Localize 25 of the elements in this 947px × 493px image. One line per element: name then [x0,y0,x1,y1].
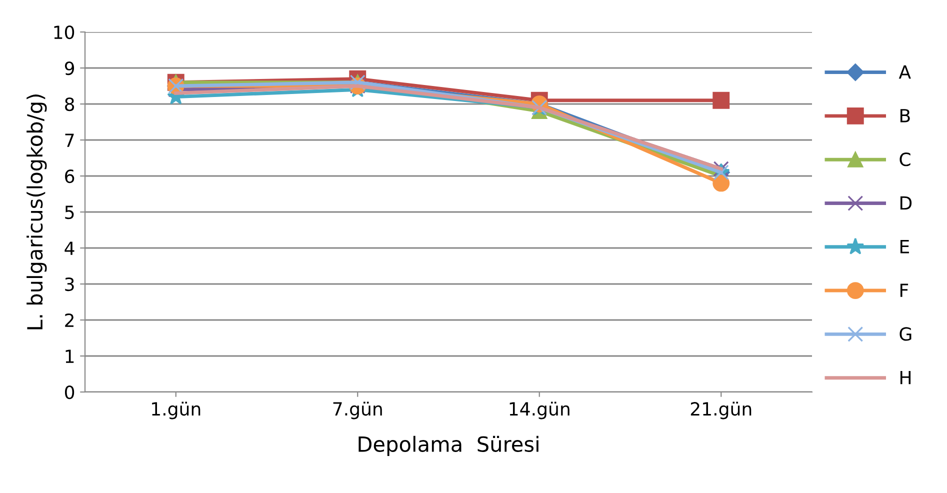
y-tick-label: 10 [54,25,74,40]
x-tick-label: 14.gün [510,402,570,420]
y-tick-label: 4 [64,242,74,255]
legend-label: H [900,371,911,384]
legend-label: F [900,284,908,297]
y-tick-label: 2 [65,313,74,327]
y-tick-label: 9 [64,61,74,76]
legend-label: A [898,65,911,79]
y-tick-label: 0 [64,385,74,400]
y-axis-title: L. bulgaricus(logkob/g) [26,94,47,330]
y-tick-label: 6 [65,169,74,184]
x-tick-label: 1.gün [152,402,200,420]
y-tick-label: 5 [65,206,74,220]
x-tick-label: 21.gün [690,402,752,420]
x-axis-title: Depolama Süresi [358,436,538,456]
legend-label: G [900,327,912,341]
legend-label: D [900,196,912,210]
legend-label: E [900,240,909,254]
y-tick-label: 7 [65,134,74,147]
legend-label: C [900,152,910,166]
y-tick-label: 3 [65,277,74,292]
x-tick-label: 7.gün [333,402,382,420]
legend-label: B [900,109,910,122]
y-tick-label: 1 [66,350,74,363]
y-tick-label: 8 [65,97,74,112]
